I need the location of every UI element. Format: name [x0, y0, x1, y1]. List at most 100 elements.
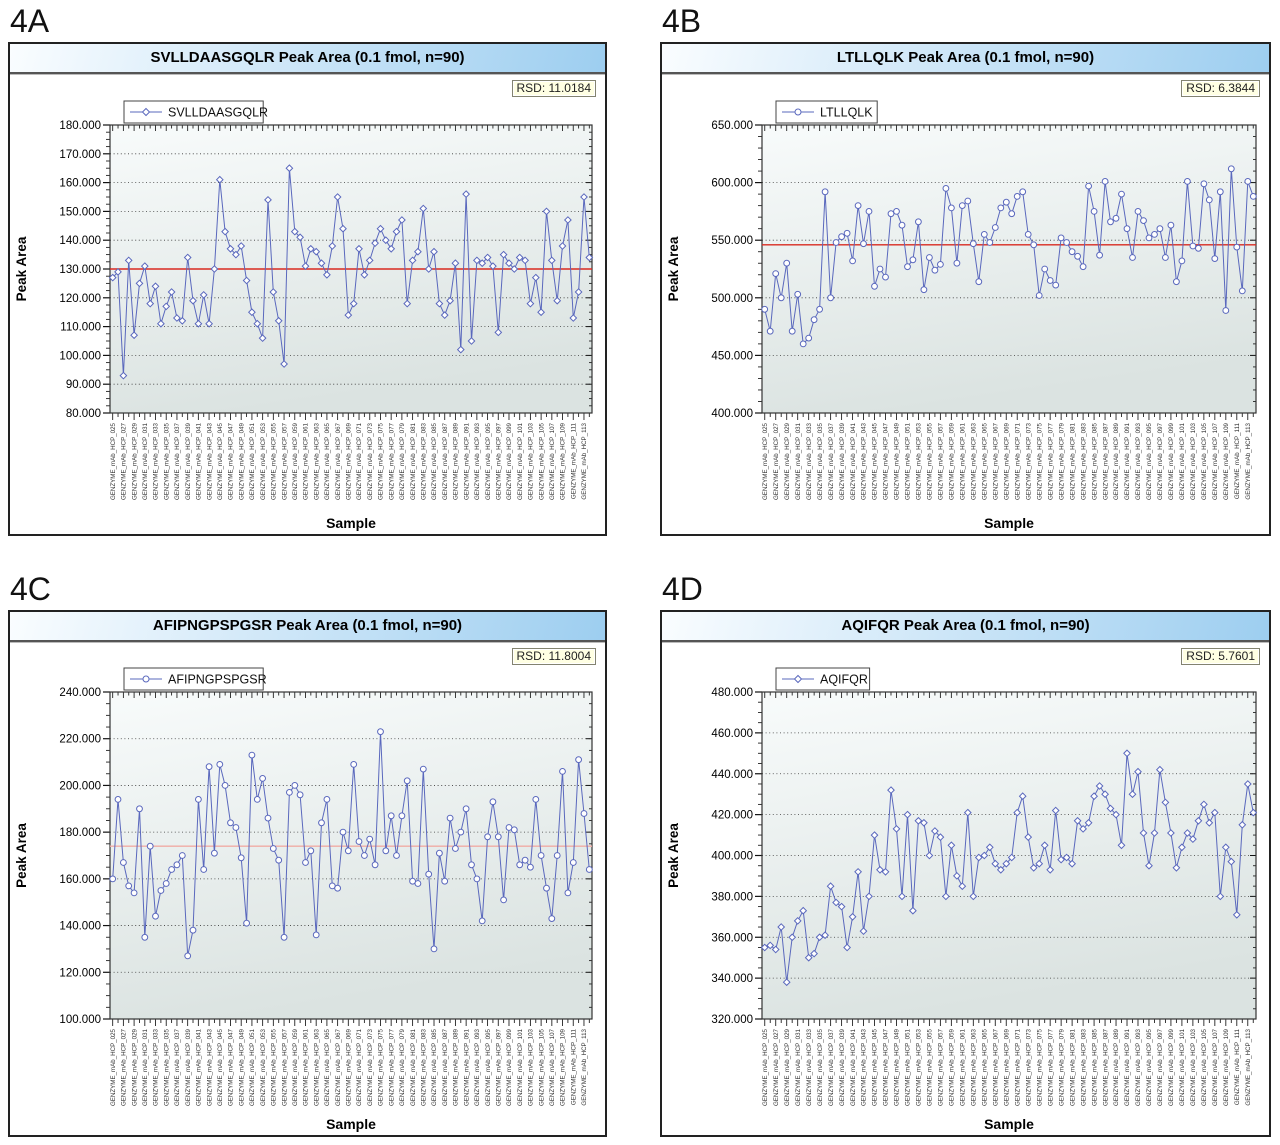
svg-text:GENZYME_mAb_HCP_041: GENZYME_mAb_HCP_041 [196, 422, 203, 500]
x-axis-title: Sample [326, 515, 376, 531]
svg-text:GENZYME_mAb_HCP_101: GENZYME_mAb_HCP_101 [517, 1028, 524, 1106]
svg-text:GENZYME_mAb_HCP_059: GENZYME_mAb_HCP_059 [292, 422, 299, 500]
svg-text:GENZYME_mAb_HCP_093: GENZYME_mAb_HCP_093 [1135, 422, 1142, 500]
svg-text:GENZYME_mAb_HCP_031: GENZYME_mAb_HCP_031 [795, 1028, 802, 1106]
svg-text:GENZYME_mAb_HCP_061: GENZYME_mAb_HCP_061 [960, 422, 967, 500]
legend-label: LTLLQLK [820, 106, 873, 120]
svg-text:GENZYME_mAb_HCP_043: GENZYME_mAb_HCP_043 [861, 422, 868, 500]
svg-text:GENZYME_mAb_HCP_093: GENZYME_mAb_HCP_093 [474, 422, 481, 500]
svg-text:GENZYME_mAb_HCP_097: GENZYME_mAb_HCP_097 [495, 422, 502, 500]
svg-text:340.000: 340.000 [711, 973, 753, 985]
svg-text:GENZYME_mAb_HCP_063: GENZYME_mAb_HCP_063 [971, 422, 978, 500]
svg-text:GENZYME_mAb_HCP_073: GENZYME_mAb_HCP_073 [1025, 422, 1032, 500]
svg-text:GENZYME_mAb_HCP_029: GENZYME_mAb_HCP_029 [131, 422, 138, 500]
svg-text:GENZYME_mAb_HCP_037: GENZYME_mAb_HCP_037 [174, 1028, 181, 1106]
svg-text:GENZYME_mAb_HCP_083: GENZYME_mAb_HCP_083 [421, 1028, 428, 1106]
svg-text:GENZYME_mAb_HCP_079: GENZYME_mAb_HCP_079 [1058, 1028, 1065, 1106]
svg-text:GENZYME_mAb_HCP_065: GENZYME_mAb_HCP_065 [982, 1028, 989, 1106]
svg-text:GENZYME_mAb_HCP_051: GENZYME_mAb_HCP_051 [905, 422, 912, 500]
svg-text:GENZYME_mAb_HCP_087: GENZYME_mAb_HCP_087 [442, 1028, 449, 1106]
chart-body-4d: RSD: 5.7601 320.000 340.000 360.000 380.000… [662, 642, 1269, 1136]
svg-text:GENZYME_mAb_HCP_055: GENZYME_mAb_HCP_055 [927, 422, 934, 500]
svg-text:440.000: 440.000 [711, 769, 753, 781]
svg-text:GENZYME_mAb_HCP_029: GENZYME_mAb_HCP_029 [784, 422, 791, 500]
svg-text:GENZYME_mAb_HCP_041: GENZYME_mAb_HCP_041 [196, 1028, 203, 1106]
svg-text:GENZYME_mAb_HCP_061: GENZYME_mAb_HCP_061 [303, 422, 310, 500]
svg-text:100.000: 100.000 [59, 1014, 101, 1026]
svg-text:GENZYME_mAb_HCP_063: GENZYME_mAb_HCP_063 [971, 1028, 978, 1106]
svg-text:120.000: 120.000 [59, 967, 101, 979]
svg-text:GENZYME_mAb_HCP_057: GENZYME_mAb_HCP_057 [281, 1028, 288, 1106]
svg-text:GENZYME_mAb_HCP_111: GENZYME_mAb_HCP_111 [570, 1028, 577, 1105]
svg-text:110.000: 110.000 [60, 322, 101, 334]
svg-text:GENZYME_mAb_HCP_035: GENZYME_mAb_HCP_035 [817, 1028, 824, 1106]
svg-text:500.000: 500.000 [711, 293, 753, 305]
svg-text:GENZYME_mAb_HCP_027: GENZYME_mAb_HCP_027 [773, 1028, 780, 1106]
svg-text:GENZYME_mAb_HCP_111: GENZYME_mAb_HCP_111 [570, 422, 577, 499]
svg-text:GENZYME_mAb_HCP_039: GENZYME_mAb_HCP_039 [185, 1028, 192, 1106]
svg-text:GENZYME_mAb_HCP_031: GENZYME_mAb_HCP_031 [142, 1028, 149, 1106]
svg-text:GENZYME_mAb_HCP_073: GENZYME_mAb_HCP_073 [367, 422, 374, 500]
svg-text:380.000: 380.000 [711, 891, 753, 903]
svg-text:GENZYME_mAb_HCP_027: GENZYME_mAb_HCP_027 [121, 1028, 128, 1106]
svg-text:GENZYME_mAb_HCP_069: GENZYME_mAb_HCP_069 [346, 1028, 353, 1106]
svg-text:GENZYME_mAb_HCP_071: GENZYME_mAb_HCP_071 [1014, 1028, 1021, 1106]
svg-text:140.000: 140.000 [59, 921, 101, 933]
chart-canvas-4c: 100.000 120.000 140.000 160.000 180.000 200.0… [14, 667, 593, 1132]
svg-text:GENZYME_mAb_HCP_079: GENZYME_mAb_HCP_079 [399, 1028, 406, 1106]
svg-text:GENZYME_mAb_HCP_095: GENZYME_mAb_HCP_095 [1146, 422, 1153, 500]
svg-text:GENZYME_mAb_HCP_033: GENZYME_mAb_HCP_033 [806, 422, 813, 500]
svg-text:GENZYME_mAb_HCP_037: GENZYME_mAb_HCP_037 [174, 422, 181, 500]
svg-text:GENZYME_mAb_HCP_065: GENZYME_mAb_HCP_065 [324, 1028, 331, 1106]
panel-4c: 4C AFIPNGPSPGSR Peak Area (0.1 fmol, n=9… [8, 572, 607, 1137]
svg-text:GENZYME_mAb_HCP_025: GENZYME_mAb_HCP_025 [762, 1028, 769, 1106]
svg-text:220.000: 220.000 [59, 734, 101, 746]
chart-canvas-4a: 80.000 90.000 100.000 110.000 120.000 130.000… [14, 100, 594, 531]
svg-text:GENZYME_mAb_HCP_071: GENZYME_mAb_HCP_071 [356, 1028, 363, 1106]
rsd-badge-4b: RSD: 6.3844 [1181, 80, 1260, 97]
svg-text:GENZYME_mAb_HCP_085: GENZYME_mAb_HCP_085 [1091, 1028, 1098, 1106]
svg-text:GENZYME_mAb_HCP_049: GENZYME_mAb_HCP_049 [894, 422, 901, 500]
svg-text:GENZYME_mAb_HCP_053: GENZYME_mAb_HCP_053 [260, 1028, 267, 1106]
svg-text:GENZYME_mAb_HCP_095: GENZYME_mAb_HCP_095 [485, 1028, 492, 1106]
svg-text:240.000: 240.000 [59, 687, 101, 699]
svg-text:GENZYME_mAb_HCP_037: GENZYME_mAb_HCP_037 [828, 1028, 835, 1106]
svg-text:GENZYME_mAb_HCP_059: GENZYME_mAb_HCP_059 [292, 1028, 299, 1106]
svg-text:GENZYME_mAb_HCP_049: GENZYME_mAb_HCP_049 [238, 422, 245, 500]
svg-text:GENZYME_mAb_HCP_079: GENZYME_mAb_HCP_079 [399, 422, 406, 500]
svg-text:GENZYME_mAb_HCP_091: GENZYME_mAb_HCP_091 [1124, 1028, 1131, 1106]
svg-text:GENZYME_mAb_HCP_113: GENZYME_mAb_HCP_113 [1245, 1028, 1252, 1105]
svg-text:GENZYME_mAb_HCP_045: GENZYME_mAb_HCP_045 [217, 422, 224, 500]
svg-text:GENZYME_mAb_HCP_071: GENZYME_mAb_HCP_071 [1014, 422, 1021, 500]
svg-text:GENZYME_mAb_HCP_047: GENZYME_mAb_HCP_047 [228, 422, 235, 500]
y-axis-title: Peak Area [14, 823, 29, 888]
svg-text:GENZYME_mAb_HCP_073: GENZYME_mAb_HCP_073 [1025, 1028, 1032, 1106]
svg-text:GENZYME_mAb_HCP_039: GENZYME_mAb_HCP_039 [839, 422, 846, 500]
svg-text:80.000: 80.000 [66, 408, 101, 420]
svg-text:GENZYME_mAb_HCP_069: GENZYME_mAb_HCP_069 [1003, 1028, 1010, 1106]
svg-text:GENZYME_mAb_HCP_109: GENZYME_mAb_HCP_109 [560, 1028, 567, 1106]
svg-text:GENZYME_mAb_HCP_079: GENZYME_mAb_HCP_079 [1058, 422, 1065, 500]
svg-text:GENZYME_mAb_HCP_093: GENZYME_mAb_HCP_093 [1135, 1028, 1142, 1106]
svg-text:GENZYME_mAb_HCP_101: GENZYME_mAb_HCP_101 [1179, 1028, 1186, 1106]
svg-text:160.000: 160.000 [59, 178, 101, 190]
chart-canvas-4d: 320.000 340.000 360.000 380.000 400.000 420.0… [666, 667, 1258, 1132]
svg-text:GENZYME_mAb_HCP_067: GENZYME_mAb_HCP_067 [992, 422, 999, 500]
svg-text:GENZYME_mAb_HCP_093: GENZYME_mAb_HCP_093 [474, 1028, 481, 1106]
svg-text:GENZYME_mAb_HCP_081: GENZYME_mAb_HCP_081 [1069, 422, 1076, 500]
panel-label-4b: 4B [662, 3, 702, 39]
legend-label: AQIFQR [820, 673, 868, 687]
svg-text:GENZYME_mAb_HCP_055: GENZYME_mAb_HCP_055 [927, 1028, 934, 1106]
svg-text:GENZYME_mAb_HCP_071: GENZYME_mAb_HCP_071 [356, 422, 363, 500]
svg-text:GENZYME_mAb_HCP_057: GENZYME_mAb_HCP_057 [938, 1028, 945, 1106]
svg-text:GENZYME_mAb_HCP_111: GENZYME_mAb_HCP_111 [1234, 422, 1241, 499]
svg-text:GENZYME_mAb_HCP_083: GENZYME_mAb_HCP_083 [421, 422, 428, 500]
svg-text:GENZYME_mAb_HCP_099: GENZYME_mAb_HCP_099 [506, 422, 513, 500]
svg-text:GENZYME_mAb_HCP_067: GENZYME_mAb_HCP_067 [335, 1028, 342, 1106]
legend-box [123, 100, 264, 124]
svg-text:GENZYME_mAb_HCP_105: GENZYME_mAb_HCP_105 [1201, 1028, 1208, 1106]
svg-text:GENZYME_mAb_HCP_051: GENZYME_mAb_HCP_051 [249, 422, 256, 500]
svg-text:GENZYME_mAb_HCP_077: GENZYME_mAb_HCP_077 [1047, 422, 1054, 500]
svg-text:GENZYME_mAb_HCP_091: GENZYME_mAb_HCP_091 [1124, 422, 1131, 500]
svg-text:GENZYME_mAb_HCP_027: GENZYME_mAb_HCP_027 [773, 422, 780, 500]
